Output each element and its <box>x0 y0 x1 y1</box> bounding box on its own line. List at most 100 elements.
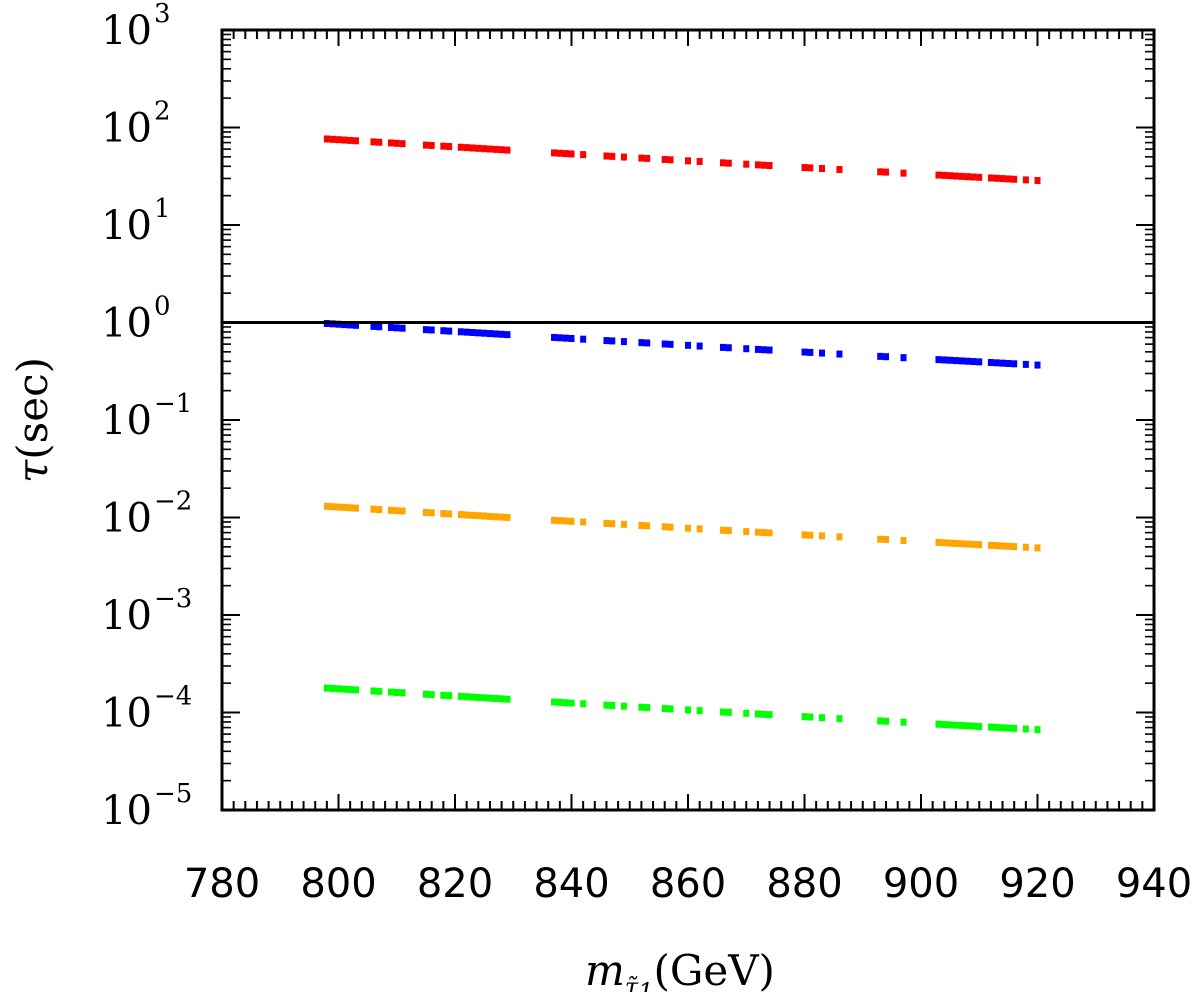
x-tick-label: 900 <box>883 861 959 907</box>
data-point <box>1022 543 1029 551</box>
data-point <box>609 152 616 160</box>
data-point <box>347 686 354 694</box>
data-point <box>352 686 359 694</box>
data-point <box>644 154 651 162</box>
x-tick-label: 860 <box>650 861 726 907</box>
data-point <box>440 691 447 699</box>
data-point <box>685 524 691 532</box>
data-point <box>801 348 808 356</box>
y-tick-exponent: 3 <box>154 0 171 29</box>
y-tick-label: 10 <box>101 788 152 834</box>
data-point <box>644 704 651 712</box>
data-point <box>1005 175 1012 183</box>
x-tick-label: 940 <box>1116 861 1192 907</box>
data-point <box>329 503 336 511</box>
data-point <box>609 337 616 345</box>
data-point <box>807 713 814 721</box>
data-point <box>341 321 348 329</box>
data-point <box>393 507 400 515</box>
data-point <box>457 511 464 519</box>
data-point <box>801 531 808 539</box>
data-point <box>341 503 348 511</box>
data-point <box>696 157 703 165</box>
data-point <box>551 333 558 341</box>
data-point <box>836 533 843 541</box>
data-point <box>807 348 814 356</box>
x-tick-label: 800 <box>300 861 376 907</box>
data-point <box>463 328 470 336</box>
data-point <box>562 334 569 342</box>
data-point <box>469 144 476 152</box>
data-point <box>743 528 750 536</box>
data-point <box>562 517 569 525</box>
data-points <box>323 135 1041 734</box>
data-point <box>725 527 732 535</box>
data-point <box>498 513 505 521</box>
data-point <box>399 324 406 332</box>
data-point <box>760 346 767 354</box>
data-point <box>341 136 348 144</box>
data-point <box>323 502 330 510</box>
data-point <box>667 340 674 348</box>
data-point <box>1034 361 1041 369</box>
data-point <box>952 721 959 729</box>
data-point <box>1034 177 1041 185</box>
data-point <box>941 171 948 179</box>
data-point <box>760 161 767 169</box>
data-point <box>323 135 330 143</box>
data-point <box>393 688 400 696</box>
data-point <box>993 359 1000 367</box>
data-point <box>492 695 499 703</box>
data-point <box>446 327 453 335</box>
data-point <box>446 510 453 518</box>
data-point <box>947 721 954 729</box>
y-tick-label: 10 <box>101 301 152 347</box>
data-point <box>743 709 750 717</box>
data-point <box>993 723 1000 731</box>
data-point <box>498 146 505 154</box>
data-point <box>1005 542 1012 550</box>
x-tick-label: 780 <box>184 861 260 907</box>
x-tick-labels: 780 800 820 840 860 880 900 920 940 <box>184 861 1192 907</box>
data-point <box>685 341 691 349</box>
x-axis-title: mτ̃1(GeV) <box>585 946 775 992</box>
y-tick-exponent: −5 <box>154 779 192 809</box>
data-point <box>504 331 511 339</box>
data-point <box>836 166 843 174</box>
data-point <box>1011 543 1018 551</box>
data-point <box>486 694 493 702</box>
data-point <box>551 516 558 524</box>
data-point <box>743 345 750 353</box>
data-point <box>457 328 464 336</box>
data-point <box>941 539 948 547</box>
data-point <box>935 356 942 364</box>
data-point <box>1011 360 1018 368</box>
data-point <box>580 335 587 343</box>
data-point <box>463 511 470 519</box>
data-point <box>492 330 499 338</box>
data-point <box>556 149 563 157</box>
y-tick-exponent: −2 <box>154 487 192 517</box>
data-point <box>457 143 464 151</box>
data-point <box>964 357 971 365</box>
y-tick-label: 10 <box>101 691 152 737</box>
data-point <box>580 518 587 526</box>
data-point <box>818 714 825 722</box>
data-point <box>661 523 668 531</box>
data-point <box>807 531 814 539</box>
y-tick-exponent: 0 <box>154 292 171 322</box>
data-point <box>440 142 447 150</box>
data-point <box>818 532 825 540</box>
data-point <box>475 693 482 701</box>
data-point <box>463 693 470 701</box>
y-axis-title: τ(sec) <box>8 357 57 483</box>
data-point <box>952 539 959 547</box>
data-point <box>766 346 773 354</box>
data-point <box>760 529 767 537</box>
data-point <box>987 541 994 549</box>
data-point <box>719 159 726 167</box>
data-point <box>428 326 435 334</box>
data-point <box>603 519 610 527</box>
data-point <box>947 172 954 180</box>
data-point <box>469 693 476 701</box>
